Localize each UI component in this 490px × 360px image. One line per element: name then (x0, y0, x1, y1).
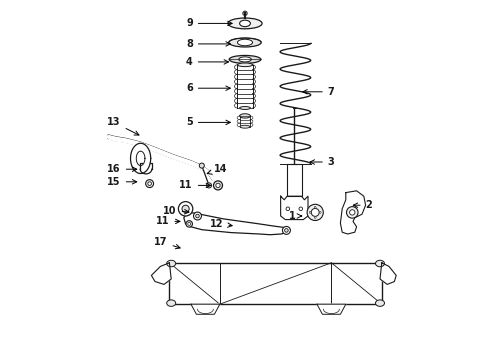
Text: 3: 3 (310, 157, 335, 167)
Ellipse shape (229, 55, 261, 63)
Text: 14: 14 (207, 164, 228, 174)
Text: 11: 11 (156, 216, 180, 226)
Polygon shape (130, 143, 151, 174)
Ellipse shape (194, 212, 201, 220)
Ellipse shape (314, 207, 316, 208)
Ellipse shape (199, 163, 204, 168)
Ellipse shape (186, 221, 193, 227)
Ellipse shape (196, 214, 199, 218)
Text: 2: 2 (353, 200, 372, 210)
Ellipse shape (178, 202, 193, 216)
Ellipse shape (240, 125, 250, 128)
Ellipse shape (349, 210, 355, 215)
Text: 17: 17 (154, 237, 180, 249)
Ellipse shape (238, 63, 252, 67)
Ellipse shape (148, 182, 151, 185)
Ellipse shape (239, 57, 251, 62)
Ellipse shape (206, 183, 212, 188)
Text: 7: 7 (303, 87, 335, 97)
Ellipse shape (240, 114, 250, 118)
Text: 16: 16 (107, 164, 137, 174)
Ellipse shape (188, 222, 191, 225)
Text: 11: 11 (179, 180, 211, 190)
Ellipse shape (216, 183, 220, 188)
Polygon shape (191, 304, 220, 314)
Ellipse shape (314, 217, 316, 218)
Ellipse shape (286, 207, 290, 211)
Text: 4: 4 (186, 57, 228, 67)
Ellipse shape (346, 207, 358, 218)
Polygon shape (184, 212, 290, 235)
Ellipse shape (282, 226, 291, 234)
Ellipse shape (229, 38, 261, 47)
Ellipse shape (375, 260, 385, 267)
Ellipse shape (240, 20, 250, 27)
Ellipse shape (228, 18, 262, 29)
Text: 8: 8 (186, 39, 230, 49)
Text: 13: 13 (107, 117, 139, 135)
Ellipse shape (243, 11, 247, 15)
Ellipse shape (309, 212, 311, 213)
Ellipse shape (238, 39, 252, 46)
Text: 12: 12 (210, 219, 232, 229)
Text: 9: 9 (186, 18, 232, 28)
Ellipse shape (214, 181, 222, 190)
Ellipse shape (146, 180, 153, 188)
Polygon shape (151, 263, 171, 284)
Ellipse shape (299, 207, 303, 211)
Polygon shape (317, 304, 346, 314)
Bar (287, 164, 301, 196)
Ellipse shape (240, 107, 250, 109)
Ellipse shape (167, 300, 176, 306)
Text: 6: 6 (186, 83, 230, 93)
Text: 10: 10 (163, 206, 189, 216)
Ellipse shape (167, 260, 176, 267)
Ellipse shape (307, 204, 323, 220)
Text: 5: 5 (186, 117, 230, 127)
Polygon shape (341, 191, 366, 234)
Polygon shape (380, 263, 396, 284)
Text: 1: 1 (289, 211, 301, 221)
Ellipse shape (319, 212, 321, 213)
Ellipse shape (182, 205, 189, 212)
Ellipse shape (311, 208, 319, 216)
Ellipse shape (285, 229, 288, 232)
Polygon shape (281, 196, 308, 220)
Ellipse shape (375, 300, 385, 306)
Text: 15: 15 (107, 177, 137, 187)
